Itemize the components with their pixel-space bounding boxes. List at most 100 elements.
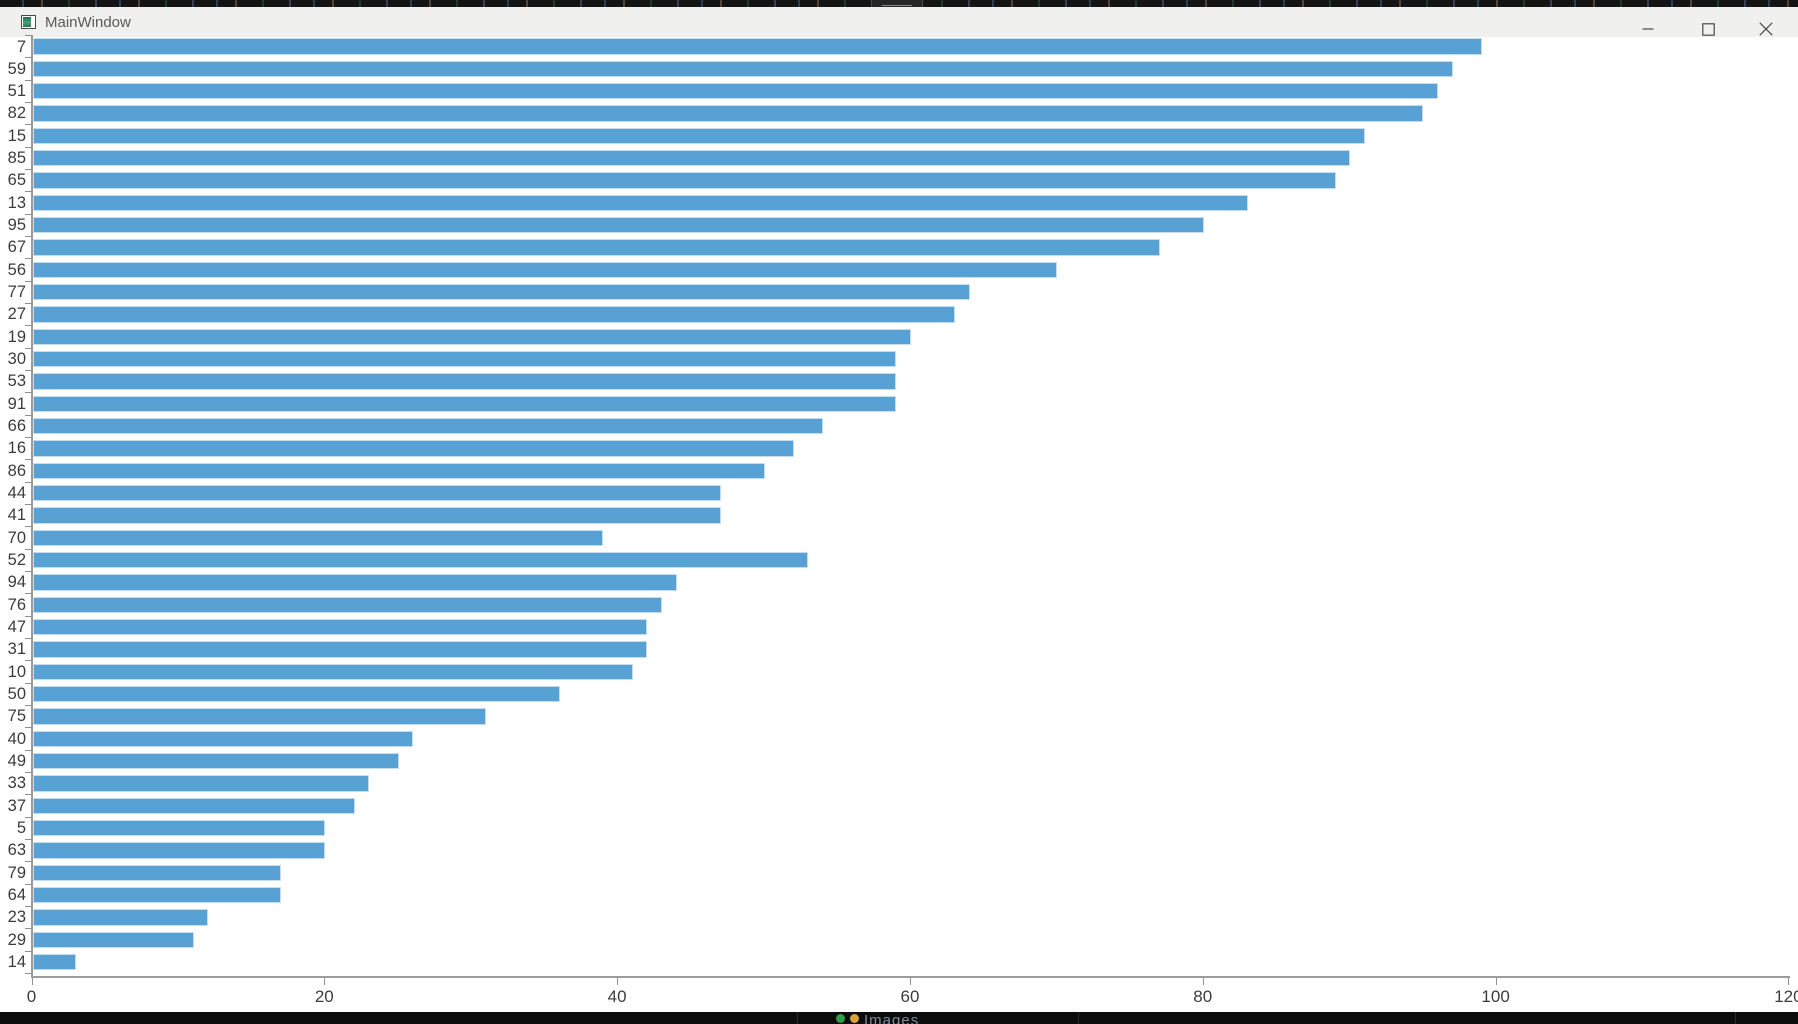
y-tick-mark [24,928,32,930]
bar [32,909,209,926]
y-tick-mark [24,905,32,907]
bar [32,953,77,971]
minimize-button[interactable] [1625,14,1671,44]
green-status-icon [836,1014,845,1023]
y-tick-label: 19 [7,327,26,346]
y-tick-label: 70 [7,528,26,547]
y-tick-label: 37 [7,796,26,815]
y-tick-mark [24,861,32,863]
maximize-icon [1701,22,1715,36]
x-tick-mark [1202,978,1204,985]
window-titlebar[interactable]: MainWindow [0,7,1798,37]
y-tick-label: 64 [7,886,26,905]
handle-line [882,5,912,6]
bar [32,886,282,904]
maximize-button[interactable] [1685,14,1731,44]
y-tick-label: 67 [7,238,26,257]
bar [32,194,1248,211]
y-tick-mark [24,280,32,282]
bar [32,596,663,613]
y-tick-mark [24,437,32,439]
y-tick-mark [24,660,32,662]
y-tick-mark [24,102,32,104]
y-tick-mark [24,972,32,974]
y-tick-mark [24,950,32,952]
y-tick-label: 27 [7,305,26,324]
y-tick-label: 56 [7,260,26,279]
x-axis-line [31,976,1790,978]
bar [32,574,677,591]
bar [32,730,414,747]
taskbar-seam [1078,1012,1079,1024]
y-tick-mark [24,57,32,59]
x-tick-label: 20 [314,987,334,1006]
bar [32,708,487,725]
y-tick-mark [24,794,32,796]
y-tick-label: 23 [7,908,26,927]
y-tick-label: 16 [7,439,26,458]
y-tick-mark [24,79,32,81]
y-tick-label: 14 [7,953,26,972]
y-tick-label: 41 [7,506,26,525]
close-icon [1759,22,1773,36]
bar [32,127,1365,144]
bar [32,440,794,457]
y-tick-label: 65 [7,171,26,190]
y-tick-mark [24,191,32,193]
y-tick-mark [24,705,32,706]
y-tick-label: 51 [7,82,26,101]
y-tick-label: 33 [7,774,26,793]
taskbar-seam [1735,1012,1736,1024]
bar [32,864,282,881]
app-window-icon[interactable] [21,15,36,29]
y-tick-label: 86 [7,461,26,480]
y-tick-label: 15 [7,126,26,145]
y-tick-mark [24,771,32,773]
bar [32,417,824,435]
bar [32,216,1204,234]
x-tick-label: 80 [1193,987,1213,1006]
y-tick-label: 49 [7,752,26,771]
x-tick-mark [1495,978,1497,985]
bar [32,462,765,479]
y-tick-mark [24,816,32,818]
y-tick-mark [24,303,32,305]
bar [32,395,897,412]
y-tick-label: 40 [7,729,26,748]
y-tick-label: 91 [7,394,26,413]
y-tick-mark [24,146,32,148]
y-tick-mark [24,526,32,528]
y-tick-label: 30 [7,350,26,369]
y-tick-mark [24,727,32,729]
bar [32,752,399,770]
taskbar-seam [797,1012,798,1024]
y-tick-mark [24,35,32,37]
bar [32,819,326,837]
x-tick-mark [31,978,33,985]
y-tick-label: 94 [7,573,26,592]
y-tick-label: 5 [16,819,26,838]
close-button[interactable] [1743,14,1789,44]
y-tick-mark [24,548,32,550]
y-tick-label: 95 [7,216,26,235]
y-tick-mark [24,459,32,461]
bar [32,82,1439,100]
bar [32,261,1058,278]
bar [32,842,326,859]
background-taskbar-item[interactable]: Images [836,1013,919,1024]
y-tick-mark [24,258,32,260]
y-tick-mark [24,571,32,573]
x-tick-label: 120 [1774,987,1798,1006]
x-tick-mark [1788,978,1790,985]
bar [32,663,633,680]
y-tick-mark [24,169,32,171]
x-tick-label: 0 [26,987,37,1006]
y-tick-label: 7 [16,37,26,56]
window-title: MainWindow [45,14,131,31]
y-tick-mark [24,883,32,885]
bar [32,172,1336,189]
y-tick-mark [24,504,32,506]
bar [32,283,970,301]
bar-chart: 7 59 51 82 15 85 65 13 95 67 56 77 27 19 30 53 91 66 16 86 4… [0,35,1798,1012]
y-tick-label: 10 [7,662,26,681]
